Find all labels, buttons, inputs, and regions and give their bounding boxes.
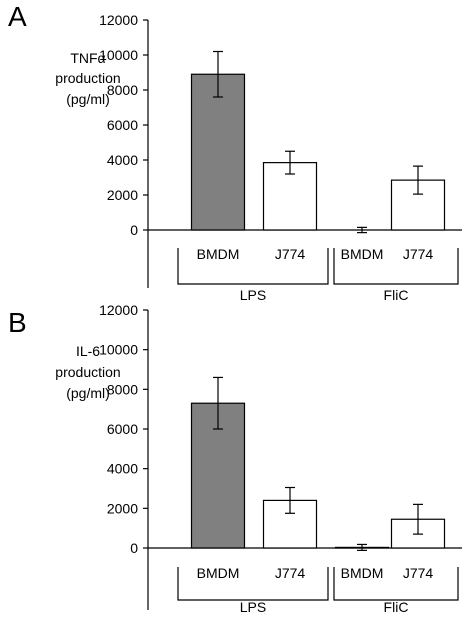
y-tick-label: 6000 — [107, 421, 138, 437]
y-axis-label-line: (pg/ml) — [66, 91, 110, 107]
x-category-label: BMDM — [341, 246, 384, 262]
y-tick-label: 6000 — [107, 117, 138, 133]
y-tick-label: 12000 — [99, 302, 138, 318]
chart-panel-B: B IL-6 production (pg/ml) 0 2000 4000 6000 8000 1… — [8, 302, 462, 615]
group-label: LPS — [240, 599, 266, 615]
x-category-label: J774 — [275, 565, 306, 581]
y-tick-label: 4000 — [107, 461, 138, 477]
y-tick-label: 4000 — [107, 152, 138, 168]
x-category-label: BMDM — [197, 246, 240, 262]
group-label: LPS — [240, 287, 266, 303]
panel-letter: A — [8, 1, 27, 32]
y-axis-label-line: IL-6 — [76, 343, 100, 359]
x-category-label: J774 — [403, 246, 434, 262]
group-bracket — [177, 248, 329, 285]
y-tick-label: 0 — [130, 540, 138, 556]
panel-letter: B — [8, 307, 27, 338]
x-category-label: J774 — [275, 246, 306, 262]
x-category-label: BMDM — [341, 565, 384, 581]
y-tick-label: 10000 — [99, 342, 138, 358]
y-tick-label: 0 — [130, 222, 138, 238]
y-tick-label: 2000 — [107, 187, 138, 203]
bar — [190, 73, 246, 231]
x-category-label: BMDM — [197, 565, 240, 581]
group-label: FliC — [384, 599, 409, 615]
y-axis-label-line: production — [55, 70, 120, 86]
group-bracket — [333, 248, 459, 285]
group-bracket — [333, 567, 459, 601]
y-tick-label: 10000 — [99, 47, 138, 63]
group-bracket — [177, 567, 329, 601]
y-axis-label-line: production — [55, 364, 120, 380]
y-tick-label: 12000 — [99, 12, 138, 28]
y-axis-label-line: TNFα — [70, 50, 105, 66]
y-axis-label-line: (pg/ml) — [66, 385, 110, 401]
y-tick-label: 2000 — [107, 500, 138, 516]
x-category-label: J774 — [403, 565, 434, 581]
group-label: FliC — [384, 287, 409, 303]
y-tick-label: 8000 — [107, 82, 138, 98]
chart-panel-A: A TNFα production (pg/ml) 0 2000 4000 6000 8000 1… — [8, 1, 462, 303]
y-tick-label: 8000 — [107, 381, 138, 397]
